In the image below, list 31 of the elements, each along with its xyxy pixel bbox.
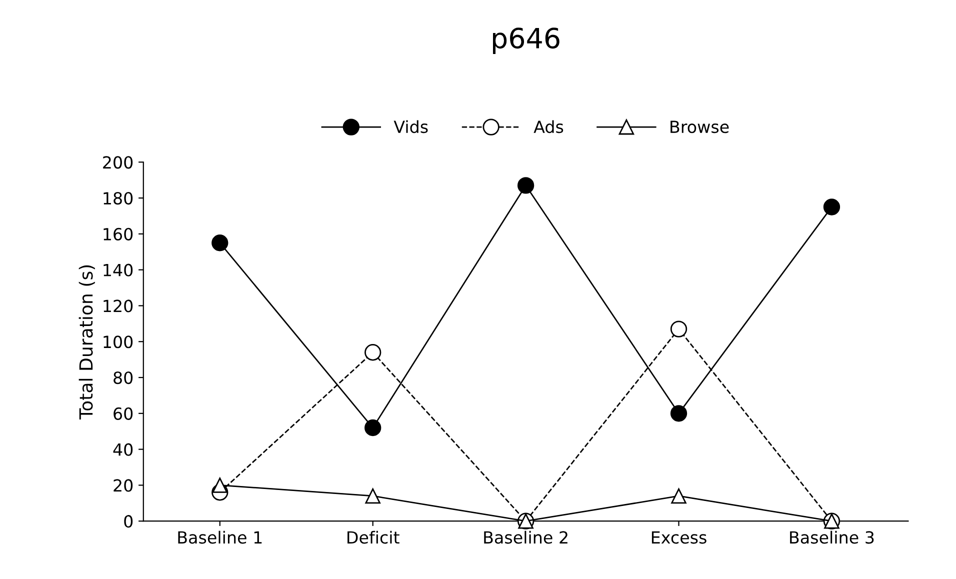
y-tick-label: 20 [114,479,133,492]
y-tick-label: 80 [114,371,133,384]
point [212,234,228,252]
point [212,478,228,493]
y-axis-title: Total Duration (s) [78,265,95,420]
point [364,344,382,361]
x-tick-label: Baseline 2 [484,530,568,544]
y-tick-label: 200 [103,156,133,169]
legend-label: Ads [534,120,564,134]
point [517,177,534,194]
x-tick-label: Baseline 1 [178,530,262,544]
y-tick-label: 180 [104,192,133,205]
point [670,405,688,422]
y-tick-label: 140 [104,264,133,276]
point [365,488,380,504]
legend-label: Vids [394,120,428,134]
point [670,320,688,338]
y-tick-label: 120 [104,300,133,312]
x-tick-label: Deficit [348,530,400,544]
y-tick-label: 0 [124,515,133,528]
point [671,488,686,504]
y-tick-label: 100 [104,336,133,348]
x-tick-label: Excess [652,531,706,544]
y-tick-label: 160 [104,228,133,240]
x-tick-label: Baseline 3 [790,530,874,544]
chart-title: p646 [492,28,560,54]
point [364,419,382,436]
y-tick-label: 60 [114,407,133,420]
point [823,198,840,216]
y-tick-label: 40 [113,443,133,456]
legend-label: Browse [670,120,729,134]
